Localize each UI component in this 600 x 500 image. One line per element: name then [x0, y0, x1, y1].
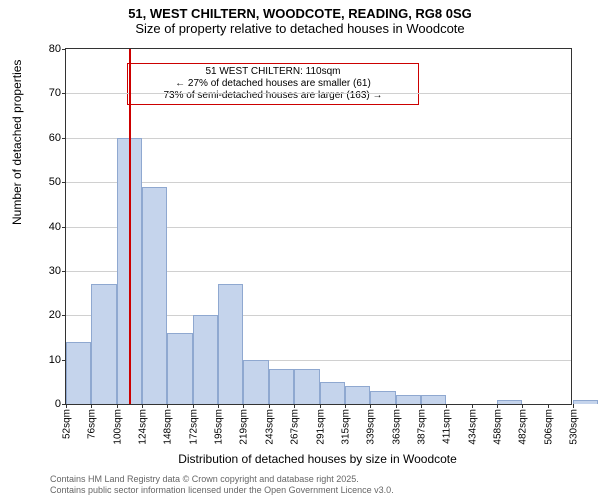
histogram-bar [91, 284, 116, 404]
y-tick-label: 80 [49, 43, 66, 55]
x-tick-mark [345, 404, 346, 408]
histogram-bar [269, 369, 294, 405]
x-tick-mark [497, 404, 498, 408]
chart-title-address: 51, WEST CHILTERN, WOODCOTE, READING, RG… [0, 0, 600, 21]
x-tick-mark [91, 404, 92, 408]
x-tick-label: 148sqm [161, 409, 174, 445]
y-tick-label: 10 [49, 354, 66, 366]
histogram-bar [573, 400, 598, 404]
y-tick-label: 70 [49, 87, 66, 99]
x-tick-mark [243, 404, 244, 408]
histogram-bar [421, 395, 446, 404]
x-tick-label: 124sqm [136, 409, 149, 445]
chart-subtitle: Size of property relative to detached ho… [0, 21, 600, 40]
annotation-property: 51 WEST CHILTERN: 110sqm [132, 66, 415, 78]
footer-line1: Contains HM Land Registry data © Crown c… [50, 474, 394, 485]
x-tick-mark [421, 404, 422, 408]
footer-line2: Contains public sector information licen… [50, 485, 394, 496]
x-tick-label: 482sqm [516, 409, 529, 445]
histogram-bar [294, 369, 319, 405]
x-tick-label: 52sqm [60, 409, 73, 439]
x-tick-label: 506sqm [541, 409, 554, 445]
x-tick-label: 267sqm [288, 409, 301, 445]
x-tick-label: 76sqm [85, 409, 98, 439]
histogram-bar [320, 382, 345, 404]
histogram-bar [142, 187, 167, 404]
x-tick-label: 387sqm [414, 409, 427, 445]
y-tick-label: 50 [49, 176, 66, 188]
x-tick-mark [320, 404, 321, 408]
y-tick-label: 30 [49, 265, 66, 277]
x-tick-mark [522, 404, 523, 408]
x-tick-mark [396, 404, 397, 408]
x-tick-label: 411sqm [440, 409, 453, 444]
x-tick-label: 339sqm [364, 409, 377, 445]
x-tick-mark [142, 404, 143, 408]
x-tick-mark [294, 404, 295, 408]
plot-area: 51 WEST CHILTERN: 110sqm ← 27% of detach… [65, 48, 572, 405]
histogram-bar [243, 360, 268, 404]
y-tick-label: 40 [49, 221, 66, 233]
histogram-bar [218, 284, 243, 404]
histogram-bar [66, 342, 91, 404]
x-tick-label: 458sqm [491, 409, 504, 445]
y-gridline [66, 93, 571, 94]
y-tick-label: 60 [49, 132, 66, 144]
annotation-larger: 73% of semi-detached houses are larger (… [132, 90, 415, 102]
x-tick-label: 195sqm [212, 409, 225, 445]
x-tick-mark [66, 404, 67, 408]
property-marker-line [129, 49, 131, 404]
x-tick-mark [573, 404, 574, 408]
annotation-box: 51 WEST CHILTERN: 110sqm ← 27% of detach… [127, 63, 420, 105]
histogram-bar [396, 395, 421, 404]
histogram-bar [497, 400, 522, 404]
x-tick-label: 434sqm [465, 409, 478, 445]
x-tick-label: 291sqm [313, 409, 326, 445]
x-tick-mark [370, 404, 371, 408]
footer-attribution: Contains HM Land Registry data © Crown c… [50, 474, 394, 496]
x-tick-mark [218, 404, 219, 408]
x-tick-mark [117, 404, 118, 408]
histogram-bar [345, 386, 370, 404]
x-tick-label: 172sqm [186, 409, 199, 445]
x-tick-mark [167, 404, 168, 408]
annotation-smaller: ← 27% of detached houses are smaller (61… [132, 78, 415, 90]
x-tick-mark [193, 404, 194, 408]
x-tick-mark [269, 404, 270, 408]
x-tick-mark [446, 404, 447, 408]
histogram-bar [167, 333, 192, 404]
x-tick-mark [548, 404, 549, 408]
x-tick-mark [472, 404, 473, 408]
y-tick-label: 20 [49, 309, 66, 321]
x-tick-label: 219sqm [237, 409, 250, 445]
chart-container: 51, WEST CHILTERN, WOODCOTE, READING, RG… [0, 0, 600, 500]
y-axis-label: Number of detached properties [10, 60, 24, 225]
x-tick-label: 315sqm [338, 409, 351, 445]
x-axis-label: Distribution of detached houses by size … [65, 452, 570, 466]
histogram-bar [193, 315, 218, 404]
x-tick-label: 100sqm [110, 409, 123, 445]
x-tick-label: 363sqm [389, 409, 402, 445]
x-tick-label: 530sqm [567, 409, 580, 445]
histogram-bar [370, 391, 395, 404]
x-tick-label: 243sqm [262, 409, 275, 445]
